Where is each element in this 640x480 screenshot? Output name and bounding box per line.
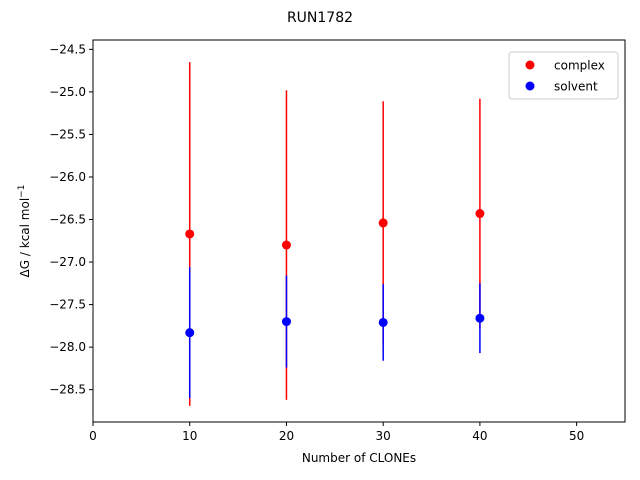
y-axis-label: ΔG / kcal mol−1	[17, 185, 32, 278]
y-tick-label: −24.5	[49, 42, 86, 56]
x-axis-ticks: 0 10 20 30 40 50	[89, 422, 584, 443]
y-tick-label: −25.5	[49, 127, 86, 141]
axes-frame	[92, 39, 626, 423]
data-point-solvent	[475, 313, 485, 323]
x-tick-label: 20	[279, 429, 294, 443]
legend-frame	[508, 51, 619, 100]
y-tick-label: −27.0	[49, 255, 86, 269]
series-complex	[185, 62, 485, 406]
legend-label-solvent: solvent	[554, 80, 598, 94]
data-point-solvent	[378, 317, 388, 327]
x-axis-label: Number of CLONEs	[302, 451, 416, 465]
series-solvent	[185, 267, 485, 399]
x-tick-label: 10	[182, 429, 197, 443]
x-tick-label: 30	[376, 429, 391, 443]
data-point-complex	[475, 209, 485, 219]
y-axis-label-main: ΔG / kcal mol	[18, 198, 32, 278]
y-tick-label: −28.0	[49, 340, 86, 354]
data-point-complex	[378, 218, 388, 228]
y-tick-label: −28.5	[49, 383, 86, 397]
legend-marker-solvent	[525, 81, 535, 91]
plot-content	[185, 62, 485, 406]
data-point-complex	[281, 240, 291, 250]
data-point-complex	[185, 229, 195, 239]
x-tick-label: 40	[472, 429, 487, 443]
y-tick-label: −27.5	[49, 298, 86, 312]
y-axis-label-superscript: −1	[17, 185, 27, 198]
legend-marker-complex	[525, 60, 535, 70]
x-tick-label: 50	[569, 429, 584, 443]
legend-label-complex: complex	[554, 59, 605, 73]
y-axis-ticks: −28.5 −28.0 −27.5 −27.0 −26.5 −26.0 −25.5 −25.0…	[49, 42, 93, 397]
y-tick-label: −26.0	[49, 170, 86, 184]
legend: complex solvent	[508, 51, 619, 100]
chart-title: RUN1782	[287, 10, 353, 26]
data-point-solvent	[281, 317, 291, 327]
data-point-solvent	[185, 328, 195, 338]
y-tick-label: −26.5	[49, 213, 86, 227]
y-tick-label: −25.0	[49, 85, 86, 99]
x-tick-label: 0	[89, 429, 97, 443]
